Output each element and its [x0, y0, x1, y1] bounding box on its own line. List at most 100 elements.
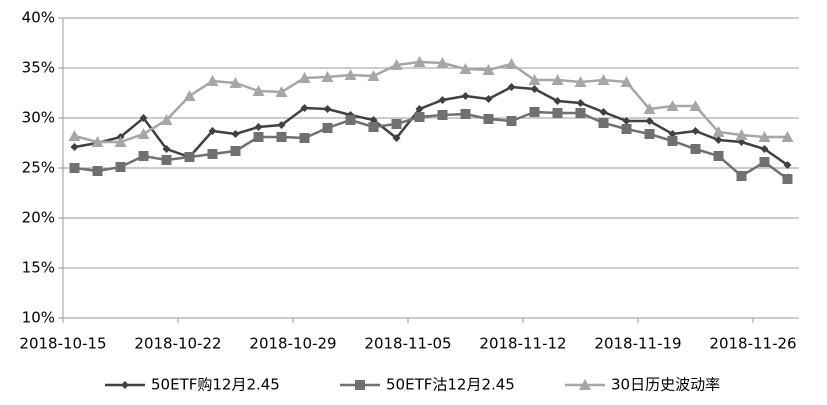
- marker: [552, 108, 563, 118]
- marker: [760, 145, 769, 153]
- marker: [92, 166, 103, 176]
- legend-label: 50ETF沽12月2.45: [386, 376, 515, 394]
- marker: [208, 127, 217, 135]
- marker: [345, 115, 356, 125]
- marker: [783, 161, 792, 169]
- x-tick-label: 2018-10-22: [134, 335, 221, 353]
- marker: [620, 76, 633, 87]
- marker: [231, 130, 240, 138]
- marker: [482, 64, 495, 75]
- y-tick-label: 10%: [22, 309, 55, 327]
- marker: [390, 59, 403, 70]
- marker: [229, 77, 242, 88]
- marker: [415, 105, 424, 113]
- y-tick-label: 25%: [22, 159, 55, 177]
- marker: [714, 136, 723, 144]
- marker: [323, 105, 332, 113]
- y-tick-label: 20%: [22, 209, 55, 227]
- marker: [321, 71, 334, 82]
- marker: [91, 136, 104, 147]
- x-tick-label: 2018-11-26: [709, 335, 796, 353]
- series-line: [74, 110, 789, 181]
- x-tick-label: 2018-10-29: [249, 335, 336, 353]
- marker: [322, 123, 333, 133]
- marker: [530, 85, 539, 93]
- marker: [713, 151, 724, 161]
- marker: [115, 162, 126, 172]
- marker: [621, 124, 632, 134]
- series-line: [74, 60, 788, 144]
- marker: [529, 107, 540, 117]
- marker: [484, 95, 493, 103]
- marker: [483, 114, 494, 124]
- marker: [299, 133, 310, 143]
- series-line: [74, 85, 789, 167]
- marker: [367, 70, 380, 81]
- marker: [781, 131, 794, 142]
- marker: [574, 76, 587, 87]
- marker: [735, 129, 748, 140]
- marker: [114, 136, 127, 147]
- marker: [507, 83, 516, 91]
- marker: [355, 380, 365, 390]
- legend-label: 30日历史波动率: [611, 376, 720, 394]
- marker: [138, 151, 149, 161]
- x-tick-label: 2018-11-12: [479, 335, 566, 353]
- marker: [253, 132, 264, 142]
- marker: [183, 90, 196, 101]
- marker: [460, 109, 471, 119]
- y-tick-label: 15%: [22, 259, 55, 277]
- marker: [759, 157, 770, 167]
- marker: [206, 75, 219, 86]
- marker: [277, 121, 286, 129]
- marker: [579, 379, 591, 390]
- y-tick-label: 35%: [22, 59, 55, 77]
- marker: [461, 92, 470, 100]
- marker: [300, 104, 309, 112]
- marker: [252, 85, 265, 96]
- marker: [736, 171, 747, 181]
- marker: [622, 117, 631, 125]
- x-tick-label: 2018-11-05: [364, 335, 451, 353]
- y-tick-label: 40%: [22, 9, 55, 27]
- marker: [459, 63, 472, 74]
- marker: [505, 58, 518, 69]
- marker: [437, 110, 448, 120]
- marker: [162, 145, 171, 153]
- x-tick-label: 2018-10-15: [19, 335, 106, 353]
- marker: [413, 56, 426, 67]
- marker: [276, 132, 287, 142]
- marker: [506, 116, 517, 126]
- marker: [68, 130, 81, 141]
- marker: [70, 143, 79, 151]
- marker: [139, 114, 148, 122]
- marker: [207, 149, 218, 159]
- marker: [666, 100, 679, 111]
- marker: [599, 108, 608, 116]
- marker: [644, 129, 655, 139]
- marker: [184, 152, 195, 162]
- marker: [230, 146, 241, 156]
- marker: [597, 74, 610, 85]
- marker: [414, 112, 425, 122]
- marker: [712, 126, 725, 137]
- marker: [254, 123, 263, 131]
- marker: [691, 127, 700, 135]
- marker: [667, 136, 678, 146]
- marker: [551, 74, 564, 85]
- marker: [690, 144, 701, 154]
- marker: [275, 86, 288, 97]
- marker: [160, 114, 173, 125]
- marker: [344, 69, 357, 80]
- marker: [121, 381, 129, 389]
- marker: [69, 163, 80, 173]
- marker: [528, 74, 541, 85]
- marker: [689, 100, 702, 111]
- marker: [436, 57, 449, 68]
- x-tick-label: 2018-11-19: [594, 335, 681, 353]
- marker: [161, 155, 172, 165]
- marker: [643, 103, 656, 114]
- y-tick-label: 30%: [22, 109, 55, 127]
- marker: [392, 134, 401, 142]
